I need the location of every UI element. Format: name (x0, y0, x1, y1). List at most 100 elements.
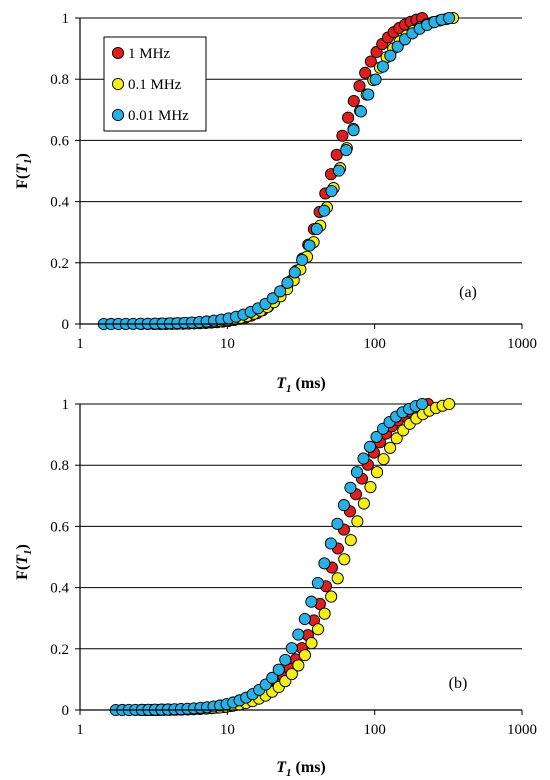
y-tick-label: 0 (62, 317, 70, 333)
y-tick-label: 0.8 (50, 458, 69, 474)
data-point (364, 55, 377, 68)
data-point (324, 537, 337, 550)
data-point (344, 534, 357, 547)
x-tick-label: 1000 (507, 336, 537, 352)
data-point (325, 185, 338, 198)
axes (75, 17, 523, 329)
data-point (353, 79, 366, 93)
data-point (357, 497, 370, 510)
data-point (384, 441, 397, 454)
legend-marker-0-01mhz (111, 108, 125, 122)
data-point (350, 466, 364, 479)
chart-panel-b: 00.20.40.60.81 1 10 100 1000 T1 (ms) F(T1) … (14, 397, 537, 779)
data-point (331, 517, 344, 530)
data-point (279, 653, 292, 666)
data-point (332, 164, 345, 177)
data-point (305, 637, 318, 650)
y-tick-label: 0.4 (50, 195, 69, 211)
data-point (347, 124, 360, 137)
series-0-01-mhz (97, 11, 456, 331)
data-point (357, 452, 370, 465)
y-tick-labels: 0 0.2 0.4 0.6 0.8 1 (50, 11, 69, 333)
legend-label-1mhz: 1 MHz (128, 46, 170, 62)
data-point (443, 397, 456, 411)
panel-label: (a) (459, 284, 477, 301)
data-point (354, 105, 367, 118)
data-point (370, 466, 384, 479)
y-axis-label: F(T1) (14, 544, 34, 580)
x-tick-label: 1 (76, 722, 84, 738)
y-tick-label: 0.6 (50, 519, 69, 535)
data-point (416, 397, 429, 411)
x-axis-label: T1 (ms) (276, 759, 326, 779)
x-tick-labels: 1 10 100 1000 (76, 722, 537, 738)
data-points (97, 11, 460, 331)
data-point (340, 144, 353, 157)
data-point (285, 642, 298, 655)
data-point (292, 628, 305, 641)
chart-panel-a: 00.20.40.60.81 1 10 100 1000 T1 (ms) F(T1) … (14, 11, 537, 395)
data-point (296, 253, 309, 267)
legend-label-0-01mhz: 0.01 MHz (128, 108, 189, 124)
data-point (363, 440, 377, 453)
x-tick-label: 1000 (507, 722, 537, 738)
panel-label: (b) (449, 675, 468, 692)
data-point (359, 66, 372, 79)
data-point (376, 60, 390, 73)
data-point (331, 572, 344, 585)
data-point (285, 667, 298, 681)
x-axis-label: T1 (ms) (276, 375, 326, 395)
x-tick-label: 10 (220, 336, 235, 352)
legend-marker-1mhz (111, 46, 125, 60)
data-point (364, 480, 377, 494)
x-tick-labels: 1 10 100 1000 (76, 336, 537, 352)
y-tick-label: 1 (62, 11, 70, 27)
data-point (266, 671, 279, 684)
data-point (325, 590, 338, 603)
data-point (362, 88, 375, 101)
data-point (311, 623, 325, 636)
series-0-1-mhz (135, 397, 456, 717)
data-point (288, 266, 301, 279)
data-point (384, 49, 397, 62)
data-point (281, 276, 294, 289)
data-point (318, 607, 331, 620)
data-point (330, 148, 343, 161)
data-point (443, 11, 456, 25)
legend-label-0-1mhz: 0.1 MHz (128, 77, 182, 93)
x-tick-label: 10 (220, 722, 235, 738)
data-point (298, 649, 311, 662)
data-point (311, 576, 324, 590)
data-point (342, 111, 355, 124)
y-tick-label: 0.6 (50, 133, 69, 149)
data-point (272, 663, 285, 676)
legend-marker-0-1mhz (111, 77, 125, 91)
data-point (318, 557, 331, 570)
y-tick-label: 1 (62, 397, 70, 413)
data-point (337, 499, 350, 512)
data-point (292, 659, 305, 672)
data-point (338, 553, 351, 566)
y-tick-label: 0 (62, 703, 70, 719)
data-point (336, 129, 349, 142)
data-point (347, 94, 360, 108)
data-points (109, 397, 456, 717)
legend: 1 MHz 0.1 MHz 0.01 MHz (103, 36, 207, 132)
data-point (305, 595, 318, 608)
data-point (344, 481, 357, 494)
y-tick-label: 0.2 (50, 642, 69, 658)
data-point (266, 292, 279, 305)
y-tick-label: 0.8 (50, 72, 69, 88)
y-axis-label: F(T1) (14, 153, 34, 189)
data-point (310, 222, 323, 236)
data-point (298, 612, 311, 626)
x-tick-label: 1 (76, 336, 84, 352)
data-point (390, 432, 403, 445)
data-point (377, 453, 390, 466)
x-tick-label: 100 (363, 336, 386, 352)
y-tick-labels: 0 0.2 0.4 0.6 0.8 1 (50, 397, 69, 719)
data-point (351, 515, 364, 528)
data-point (370, 430, 383, 443)
y-tick-label: 0.4 (50, 581, 69, 597)
